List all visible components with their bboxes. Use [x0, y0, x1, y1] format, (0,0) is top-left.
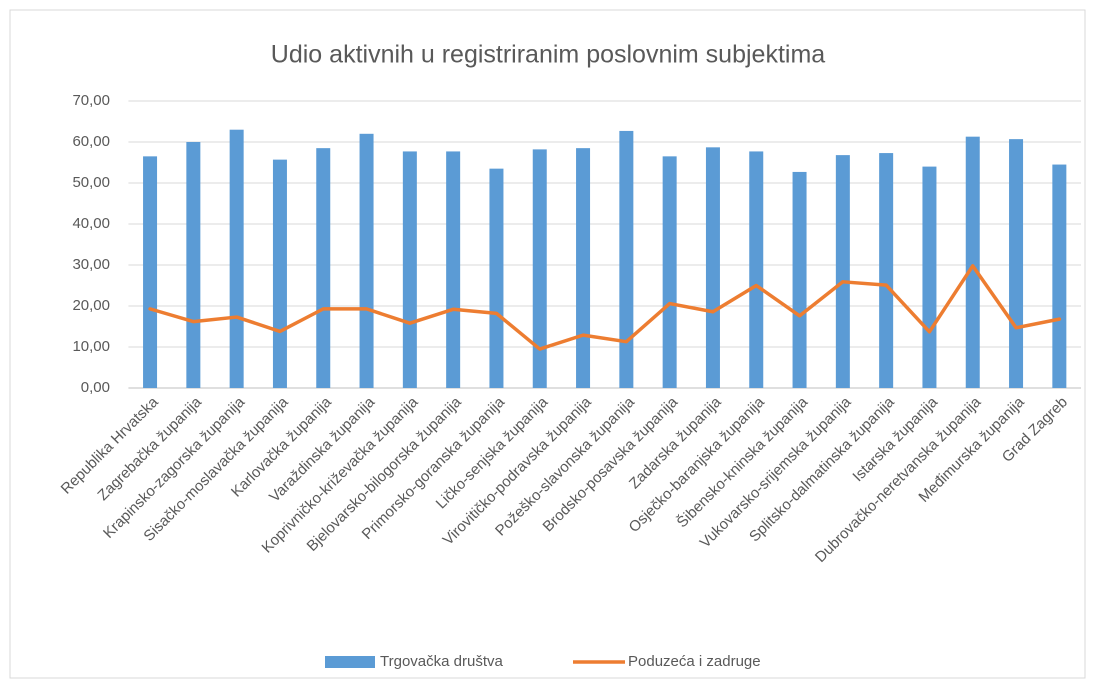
- y-tick-label: 10,00: [72, 338, 110, 355]
- bar: [965, 136, 980, 388]
- y-tick-label: 30,00: [72, 256, 110, 273]
- bar: [1009, 139, 1024, 388]
- legend-label: Poduzeća i zadruge: [628, 653, 761, 670]
- bar: [402, 151, 417, 388]
- y-tick-label: 0,00: [81, 379, 110, 396]
- bar: [316, 148, 331, 388]
- bar: [532, 149, 547, 388]
- bar: [186, 142, 201, 388]
- legend-swatch: [325, 656, 375, 668]
- bar: [1052, 164, 1067, 388]
- legend-label: Trgovačka društva: [380, 653, 503, 670]
- bar: [922, 166, 937, 388]
- y-tick-label: 50,00: [72, 174, 110, 191]
- bar: [576, 148, 591, 388]
- bar: [359, 133, 374, 388]
- y-tick-label: 20,00: [72, 297, 110, 314]
- y-tick-label: 40,00: [72, 215, 110, 232]
- bar: [272, 159, 287, 388]
- bar: [749, 151, 764, 388]
- y-tick-label: 60,00: [72, 133, 110, 150]
- bar: [489, 168, 504, 388]
- bar: [879, 153, 894, 388]
- bar: [229, 129, 244, 388]
- bar: [792, 171, 807, 388]
- bar: [143, 156, 158, 388]
- y-tick-label: 70,00: [72, 92, 110, 109]
- bar: [705, 147, 720, 388]
- bar: [662, 156, 677, 388]
- chart-title: Udio aktivnih u registriranim poslovnim …: [271, 41, 825, 69]
- line: [148, 264, 1062, 351]
- bar: [619, 130, 634, 388]
- bar: [835, 155, 850, 388]
- bar: [446, 151, 461, 388]
